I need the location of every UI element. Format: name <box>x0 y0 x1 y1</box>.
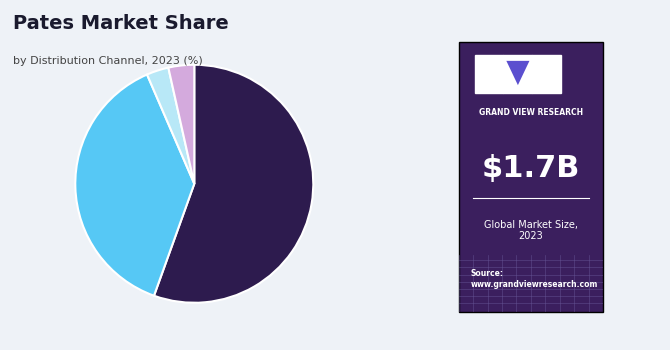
Text: GRAND VIEW RESEARCH: GRAND VIEW RESEARCH <box>479 107 583 117</box>
FancyBboxPatch shape <box>459 42 603 312</box>
FancyBboxPatch shape <box>503 56 533 93</box>
Text: by Distribution Channel, 2023 (%): by Distribution Channel, 2023 (%) <box>13 56 203 66</box>
Text: Source:
www.grandviewresearch.com: Source: www.grandviewresearch.com <box>470 270 598 289</box>
Wedge shape <box>147 68 194 184</box>
Wedge shape <box>75 75 194 296</box>
FancyBboxPatch shape <box>474 56 503 93</box>
Text: Pates Market Share: Pates Market Share <box>13 14 229 33</box>
FancyBboxPatch shape <box>533 56 561 93</box>
Wedge shape <box>168 65 194 184</box>
Polygon shape <box>507 61 529 85</box>
Text: Global Market Size,
2023: Global Market Size, 2023 <box>484 220 578 242</box>
Text: $1.7B: $1.7B <box>482 154 580 183</box>
Wedge shape <box>154 65 314 303</box>
